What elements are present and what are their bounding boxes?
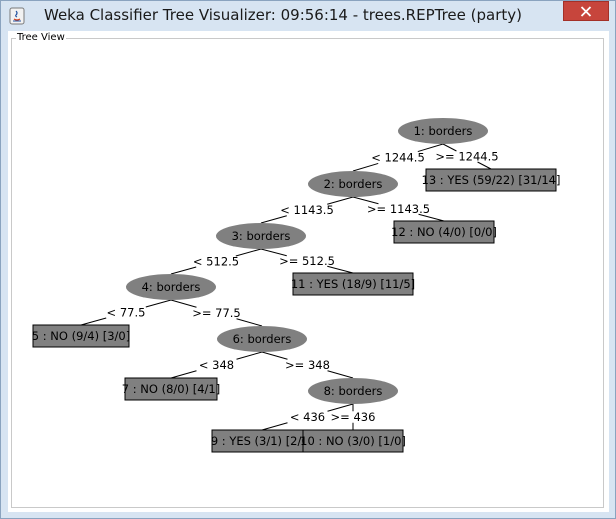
edge-label: < 348 <box>199 358 234 372</box>
edge-label: < 77.5 <box>107 306 146 320</box>
tree-view-label: Tree View <box>16 32 66 43</box>
leaf-node[interactable]: 12 : NO (4/0) [0/0] <box>391 220 497 244</box>
node-label: 7 : NO (8/0) [4/1] <box>122 382 220 396</box>
node-label: 4: borders <box>142 280 201 294</box>
leaf-node[interactable]: 5 : NO (9/4) [3/0] <box>32 324 130 348</box>
leaf-node-shape <box>32 324 130 348</box>
split-node-shape <box>216 223 306 249</box>
close-button[interactable] <box>563 1 609 21</box>
leaf-node[interactable]: 11 : YES (18/9) [11/5] <box>291 272 415 296</box>
tree-edge <box>260 215 287 224</box>
split-node-shape <box>308 378 398 404</box>
leaf-node-shape <box>393 220 495 244</box>
tree-edge <box>236 351 263 360</box>
edge-label: >= 348 <box>285 358 330 372</box>
node-label: 3: borders <box>232 229 291 243</box>
tree-edge <box>170 370 197 379</box>
leaf-node[interactable]: 7 : NO (8/0) [4/1] <box>122 377 220 401</box>
edge-label: >= 512.5 <box>279 254 335 268</box>
split-node-shape <box>398 118 488 144</box>
node-label: 2: borders <box>324 177 383 191</box>
split-node-shape <box>308 171 398 197</box>
leaf-node-shape <box>302 429 404 453</box>
tree-edge <box>80 317 107 326</box>
tree-edge <box>170 266 197 275</box>
edge-label: < 512.5 <box>193 255 239 269</box>
split-node-shape <box>126 274 216 300</box>
edge-label: >= 1244.5 <box>435 150 498 164</box>
edge-label: < 436 <box>290 410 325 424</box>
tree-edge <box>327 265 354 274</box>
window-title: Weka Classifier Tree Visualizer: 09:56:1… <box>44 6 522 24</box>
leaf-node-shape <box>124 377 218 401</box>
client-area: Tree View < 1244.5 >= 1244.5 < 1143.5 >= 11… <box>8 31 609 512</box>
node-label: 11 : YES (18/9) [11/5] <box>291 277 415 291</box>
tree-edge <box>145 299 172 308</box>
tree-view-panel <box>11 38 604 508</box>
node-label: 13 : YES (59/22) [31/14] <box>422 173 561 187</box>
tree-edge <box>418 213 445 222</box>
node-label: 9 : YES (3/1) [2/0] <box>211 434 313 448</box>
leaf-node[interactable]: 10 : NO (3/0) [1/0] <box>300 429 406 453</box>
split-node[interactable]: 2: borders <box>308 171 398 197</box>
edge-label: >= 77.5 <box>192 306 241 320</box>
node-label: 1: borders <box>414 124 473 138</box>
tree-edge <box>352 196 379 205</box>
tree-edge <box>442 143 457 152</box>
java-icon <box>9 7 25 25</box>
split-node-shape <box>217 326 307 352</box>
tree-edge <box>327 370 354 379</box>
node-label: 6: borders <box>233 332 292 346</box>
edge-label: >= 436 <box>331 410 376 424</box>
split-node[interactable]: 8: borders <box>308 378 398 404</box>
tree-edge <box>327 196 354 205</box>
tree-edge <box>235 248 262 257</box>
split-node[interactable]: 4: borders <box>126 274 216 300</box>
tree-edge <box>261 351 288 360</box>
split-node[interactable]: 1: borders <box>398 118 488 144</box>
leaf-node-shape <box>425 168 557 192</box>
close-icon <box>580 5 592 17</box>
node-label: 10 : NO (3/0) [1/0] <box>300 434 406 448</box>
edge-label: < 1143.5 <box>280 203 334 217</box>
tree-edge <box>352 162 379 172</box>
title-bar[interactable]: Weka Classifier Tree Visualizer: 09:56:1… <box>1 1 615 31</box>
tree-edge <box>417 143 444 153</box>
tree-edge <box>260 248 287 257</box>
tree-canvas[interactable]: < 1244.5 >= 1244.5 < 1143.5 >= 1143.5 < 512.… <box>8 31 609 512</box>
node-label: 8: borders <box>324 384 383 398</box>
node-label: 12 : NO (4/0) [0/0] <box>391 225 497 239</box>
edge-label: >= 1143.5 <box>367 202 430 216</box>
leaf-node[interactable]: 9 : YES (3/1) [2/0] <box>211 429 313 453</box>
tree-edge <box>236 318 263 327</box>
tree-edge <box>477 161 492 170</box>
leaf-node[interactable]: 13 : YES (59/22) [31/14] <box>422 168 561 192</box>
leaf-node-shape <box>292 272 414 296</box>
edge-label: < 1244.5 <box>371 151 425 165</box>
split-node[interactable]: 3: borders <box>216 223 306 249</box>
split-node[interactable]: 6: borders <box>217 326 307 352</box>
tree-edge <box>261 422 288 431</box>
node-label: 5 : NO (9/4) [3/0] <box>32 329 130 343</box>
tree-edge <box>327 403 354 412</box>
tree-edge <box>170 299 197 308</box>
